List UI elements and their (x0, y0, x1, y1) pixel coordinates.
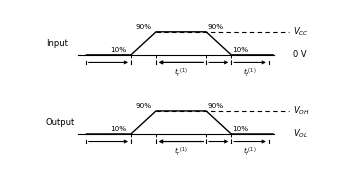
Text: 10%: 10% (110, 47, 127, 53)
Text: $t_f$$^{(1)}$: $t_f$$^{(1)}$ (243, 66, 257, 79)
Text: $V_{OL}$: $V_{OL}$ (293, 128, 308, 140)
Text: $t_f$$^{(1)}$: $t_f$$^{(1)}$ (243, 145, 257, 158)
Text: 10%: 10% (233, 126, 248, 132)
Text: 10%: 10% (110, 126, 127, 132)
Text: $V_{OH}$: $V_{OH}$ (293, 105, 309, 117)
Text: 90%: 90% (135, 103, 152, 109)
Text: 90%: 90% (135, 24, 152, 30)
Text: Input: Input (46, 39, 67, 48)
Text: 0 V: 0 V (293, 50, 306, 59)
Text: Output: Output (46, 118, 75, 127)
Text: $t_r$$^{(1)}$: $t_r$$^{(1)}$ (174, 66, 188, 79)
Text: 90%: 90% (207, 103, 224, 109)
Text: 90%: 90% (207, 24, 224, 30)
Text: $V_{CC}$: $V_{CC}$ (293, 26, 309, 38)
Text: $t_r$$^{(1)}$: $t_r$$^{(1)}$ (174, 145, 188, 158)
Text: 10%: 10% (233, 47, 248, 53)
